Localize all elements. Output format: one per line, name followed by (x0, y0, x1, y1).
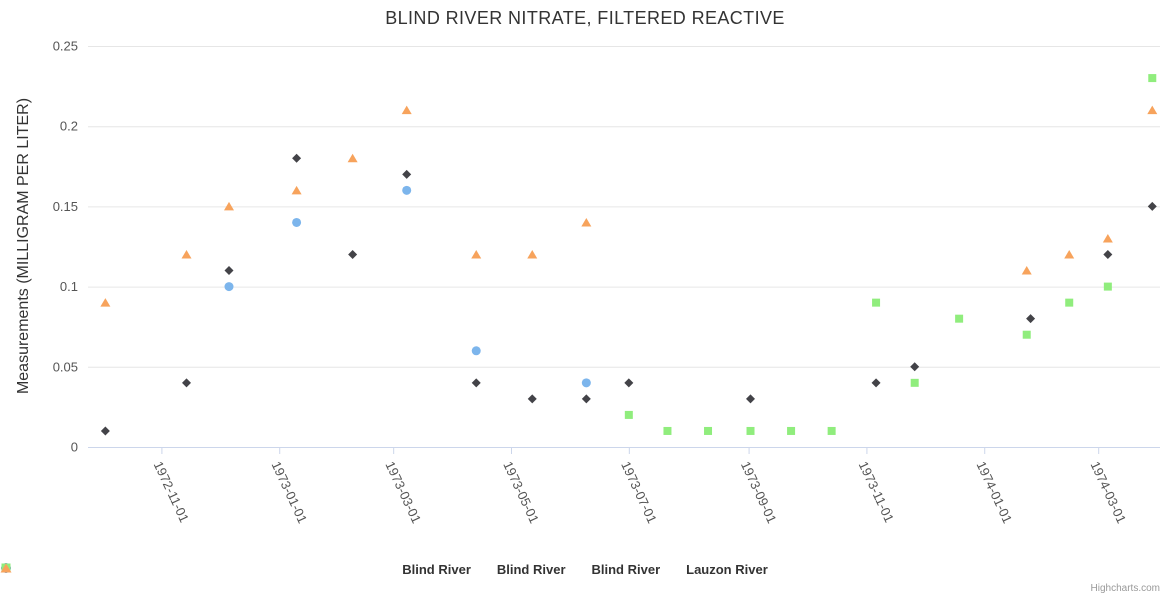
data-point-square-series-2[interactable] (624, 410, 633, 419)
data-point-diamond-series-1[interactable] (1147, 201, 1157, 211)
data-point-square-series-2[interactable] (1103, 282, 1112, 291)
legend-item-3[interactable]: Lauzon River (0, 562, 768, 577)
data-point-square-series-2[interactable] (955, 314, 964, 323)
y-axis-label: 0.05 (53, 359, 78, 374)
data-point-triangle-series-3[interactable] (224, 201, 235, 211)
y-axis-label: 0.2 (60, 119, 78, 134)
data-point-square-series-2[interactable] (1148, 74, 1157, 83)
data-point-square-series-2[interactable] (1065, 298, 1074, 307)
data-point-triangle-series-3[interactable] (401, 105, 412, 115)
data-point-triangle-series-3[interactable] (181, 250, 192, 259)
data-point-square-series-2[interactable] (787, 426, 796, 435)
data-point-triangle-series-3[interactable] (471, 250, 482, 259)
data-point-diamond-series-1[interactable] (581, 394, 591, 404)
data-point-circle-series-0[interactable] (292, 217, 302, 227)
data-point-triangle-series-3[interactable] (1021, 266, 1032, 275)
data-point-square-series-2[interactable] (910, 378, 919, 387)
data-point-diamond-series-1[interactable] (746, 394, 756, 404)
chart-title: BLIND RIVER NITRATE, FILTERED REACTIVE (385, 8, 785, 28)
y-axis-label: 0.15 (53, 199, 78, 214)
data-point-circle-series-0[interactable] (471, 346, 481, 356)
data-point-triangle-series-3[interactable] (581, 217, 592, 227)
x-axis-label: 1973-11-01 (856, 459, 897, 525)
data-point-square-series-2[interactable] (704, 426, 713, 435)
data-point-diamond-series-1[interactable] (1026, 314, 1036, 324)
triangle-icon (0, 563, 12, 573)
legend-label: Blind River (591, 562, 661, 577)
data-point-square-series-2[interactable] (1022, 330, 1031, 339)
data-point-diamond-series-1[interactable] (527, 394, 537, 404)
x-axis-label: 1972-11-01 (151, 459, 192, 525)
x-axis-label: 1973-01-01 (269, 459, 311, 526)
legend-label: Blind River (496, 562, 566, 577)
y-axis-label: 0 (71, 440, 78, 455)
x-axis-label: 1973-09-01 (738, 459, 780, 526)
legend-label: Blind River (402, 562, 471, 577)
data-point-circle-series-0[interactable] (402, 185, 412, 195)
x-axis-label: 1973-07-01 (618, 459, 660, 526)
data-point-triangle-series-3[interactable] (1064, 250, 1075, 259)
legend: Blind River Blind River Blind River Lauzon … (0, 562, 1170, 577)
legend-item-0[interactable]: Blind River (1, 562, 471, 577)
data-point-diamond-series-1[interactable] (348, 250, 358, 260)
data-point-triangle-series-3[interactable] (347, 153, 358, 163)
x-axis-label: 1974-01-01 (974, 459, 1016, 526)
data-point-diamond-series-1[interactable] (1103, 250, 1113, 260)
legend-item-1[interactable]: Blind River (1, 562, 566, 577)
data-point-triangle-series-3[interactable] (1147, 105, 1158, 115)
legend-label: Lauzon River (686, 562, 768, 577)
x-axis-label: 1974-03-01 (1087, 459, 1129, 526)
data-point-square-series-2[interactable] (827, 426, 836, 435)
y-axis-label: 0.25 (53, 39, 78, 54)
data-point-square-series-2[interactable] (746, 426, 755, 435)
data-point-diamond-series-1[interactable] (292, 153, 302, 163)
data-point-circle-series-0[interactable] (224, 282, 234, 292)
legend-item-2[interactable]: Blind River (1, 562, 661, 577)
x-axis-label: 1973-03-01 (382, 459, 424, 526)
data-point-triangle-series-3[interactable] (527, 250, 538, 259)
data-point-diamond-series-1[interactable] (224, 266, 234, 276)
credits-link[interactable]: Highcharts.com (1090, 583, 1160, 594)
data-point-square-series-2[interactable] (872, 298, 881, 307)
data-point-triangle-series-3[interactable] (291, 185, 302, 195)
data-point-diamond-series-1[interactable] (871, 378, 881, 388)
data-point-diamond-series-1[interactable] (100, 426, 110, 436)
y-axis-label: 0.1 (60, 279, 78, 294)
data-point-triangle-series-3[interactable] (100, 298, 111, 307)
x-axis-label: 1973-05-01 (500, 459, 542, 526)
data-point-triangle-series-3[interactable] (1102, 233, 1113, 243)
data-point-circle-series-0[interactable] (581, 378, 591, 388)
data-point-diamond-series-1[interactable] (910, 362, 920, 372)
data-point-diamond-series-1[interactable] (402, 169, 412, 179)
data-point-diamond-series-1[interactable] (471, 378, 481, 388)
data-point-square-series-2[interactable] (663, 426, 672, 435)
data-point-diamond-series-1[interactable] (182, 378, 192, 388)
data-point-diamond-series-1[interactable] (624, 378, 634, 388)
